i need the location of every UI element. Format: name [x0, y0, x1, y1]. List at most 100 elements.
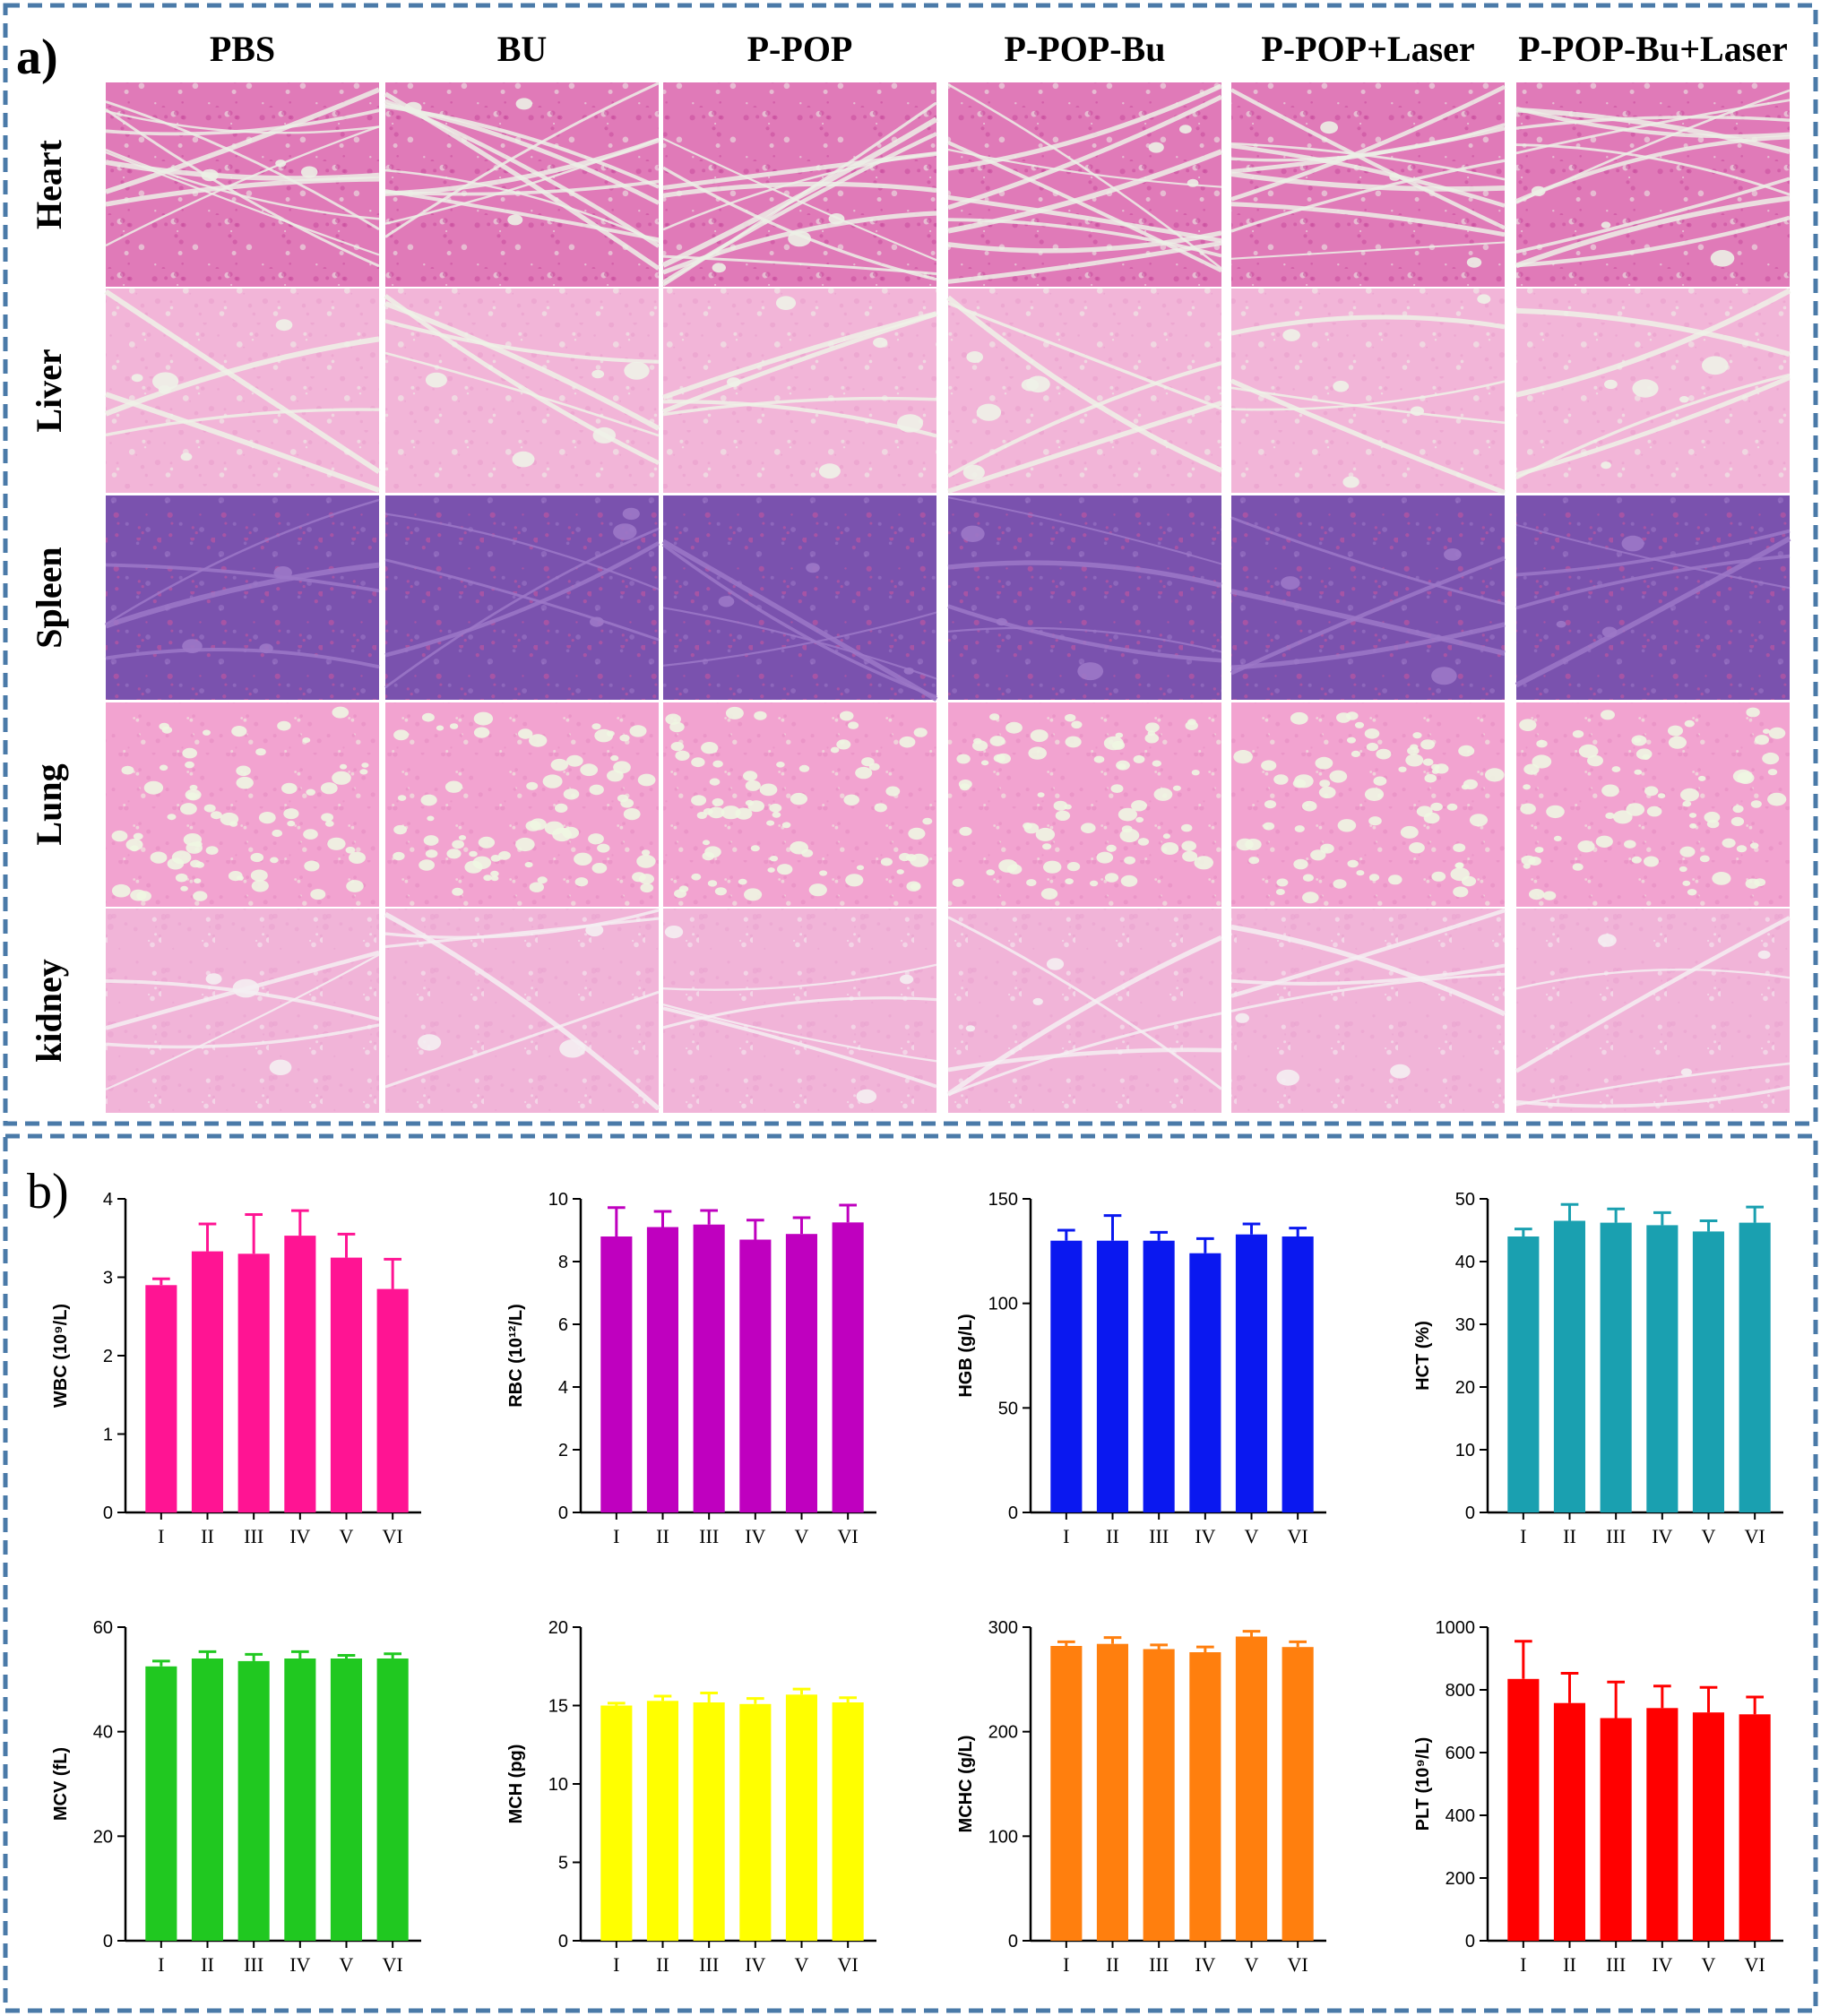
micrograph-heart-1: [105, 82, 381, 287]
panel-b-label: b): [27, 1164, 69, 1219]
y-tick-label: 0: [103, 1932, 113, 1951]
y-tick-label: 0: [1465, 1932, 1475, 1951]
bar: [330, 1257, 362, 1512]
bar: [785, 1234, 817, 1512]
bar: [284, 1236, 316, 1512]
y-tick-label: 6: [558, 1315, 568, 1335]
panel-a: a) PBS BU P-POP P-POP-Bu P-POP+Laser P-POP-Bu+…: [16, 29, 1791, 1113]
x-tick-label: I: [158, 1525, 164, 1547]
bar: [646, 1227, 678, 1512]
x-tick-label: II: [656, 1953, 669, 1976]
x-tick-label: II: [1563, 1953, 1576, 1976]
x-tick-label: III: [699, 1953, 719, 1976]
bar: [191, 1251, 223, 1512]
bar: [739, 1703, 772, 1942]
x-tick-label: I: [1520, 1953, 1526, 1976]
y-tick-label: 400: [1446, 1806, 1475, 1826]
bar: [1235, 1636, 1267, 1941]
y-axis-label: PLT (10⁹/L): [1413, 1737, 1433, 1831]
bar: [739, 1239, 772, 1512]
y-axis-label: MCHC (g/L): [956, 1736, 976, 1833]
micrograph-heart-2: [384, 82, 660, 287]
micrograph-liver-3: [662, 289, 937, 493]
x-tick-label: I: [1063, 1953, 1069, 1976]
column-header: P-POP+Laser: [1261, 29, 1474, 69]
bar: [600, 1236, 633, 1512]
x-tick-label: III: [244, 1525, 263, 1547]
bar: [284, 1658, 316, 1941]
x-tick-label: III: [699, 1525, 719, 1547]
x-tick-label: VI: [1288, 1953, 1308, 1976]
bar: [1096, 1240, 1128, 1512]
x-tick-label: V: [340, 1953, 354, 1976]
x-tick-label: IV: [1652, 1525, 1672, 1547]
y-tick-label: 150: [988, 1190, 1018, 1210]
y-tick-label: 3: [103, 1269, 113, 1288]
micrograph-lung-1: [106, 702, 379, 907]
x-tick-label: VI: [838, 1953, 859, 1976]
micrograph-heart-3: [661, 82, 938, 287]
bar: [785, 1694, 817, 1942]
x-tick-label: I: [158, 1953, 164, 1976]
column-header: P-POP-Bu: [1005, 29, 1166, 69]
x-tick-label: II: [1106, 1953, 1119, 1976]
x-tick-label: VI: [1745, 1953, 1765, 1976]
x-tick-label: VI: [383, 1953, 403, 1976]
y-tick-label: 10: [1455, 1441, 1475, 1460]
y-tick-label: 600: [1446, 1744, 1475, 1763]
bar: [1646, 1225, 1679, 1512]
x-tick-label: VI: [1745, 1525, 1765, 1547]
x-tick-label: III: [1149, 1953, 1169, 1976]
bar: [237, 1254, 270, 1513]
bar: [1507, 1678, 1540, 1942]
y-tick-label: 10: [548, 1190, 568, 1210]
y-tick-label: 20: [548, 1618, 568, 1638]
column-header: BU: [497, 29, 548, 69]
x-tick-label: IV: [1195, 1953, 1215, 1976]
x-tick-label: IV: [745, 1953, 765, 1976]
y-tick-label: 4: [558, 1378, 568, 1398]
micrograph-kidney-4: [946, 909, 1223, 1113]
bar: [1235, 1234, 1267, 1512]
row-label: kidney: [29, 959, 69, 1063]
y-tick-label: 0: [1465, 1503, 1475, 1523]
micrograph-spleen-2: [384, 495, 660, 700]
micrograph-spleen-5: [1230, 495, 1506, 700]
bar: [1189, 1253, 1221, 1512]
x-tick-label: II: [1106, 1525, 1119, 1547]
y-tick-label: 0: [558, 1932, 568, 1951]
x-tick-label: V: [340, 1525, 354, 1547]
bar: [600, 1705, 633, 1941]
x-tick-label: V: [795, 1525, 809, 1547]
y-tick-label: 8: [558, 1253, 568, 1272]
row-label: Heart: [29, 139, 69, 229]
micrograph-spleen-4: [947, 495, 1222, 700]
column-header: PBS: [210, 29, 275, 69]
bar: [1143, 1649, 1175, 1941]
x-tick-label: VI: [838, 1525, 859, 1547]
bar: [1553, 1702, 1585, 1941]
bar: [1507, 1236, 1540, 1512]
micrograph-kidney-5: [1230, 908, 1506, 1113]
x-tick-label: V: [1702, 1525, 1716, 1547]
y-tick-label: 0: [1008, 1932, 1018, 1951]
y-tick-label: 2: [558, 1441, 568, 1460]
bar: [376, 1658, 409, 1941]
micrograph-liver-6: [1515, 288, 1791, 493]
y-tick-label: 20: [1455, 1378, 1475, 1398]
bar: [145, 1285, 177, 1513]
y-tick-label: 0: [558, 1503, 568, 1523]
micrograph-lung-4: [948, 702, 1221, 907]
x-tick-label: I: [613, 1953, 619, 1976]
x-tick-label: V: [795, 1953, 809, 1976]
y-tick-label: 100: [988, 1827, 1018, 1847]
y-tick-label: 50: [998, 1399, 1018, 1418]
y-tick-label: 50: [1455, 1190, 1475, 1210]
